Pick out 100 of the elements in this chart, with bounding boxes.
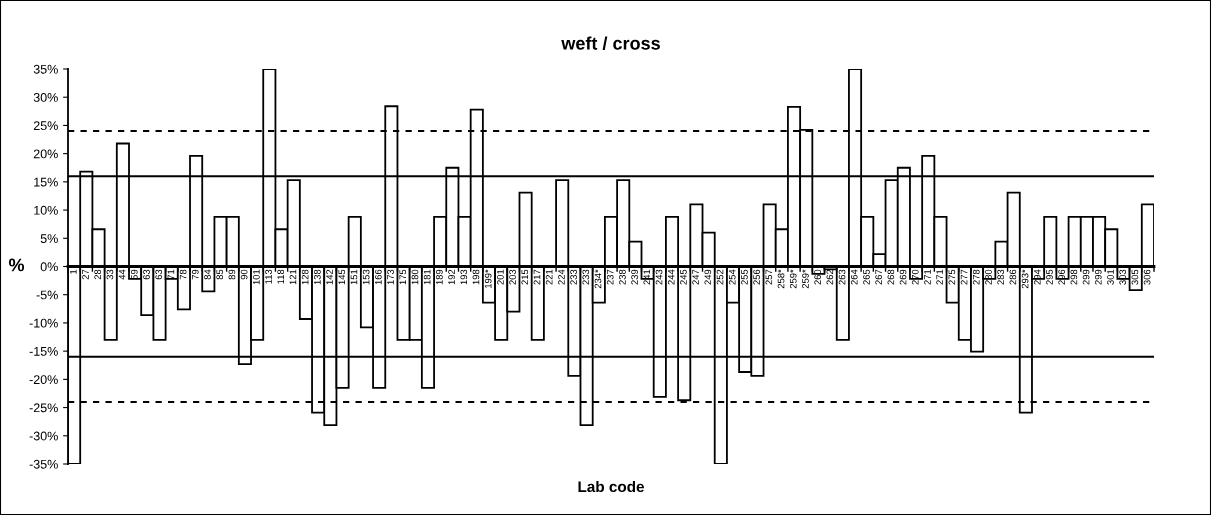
x-tick-label: 247: [692, 269, 699, 285]
x-tick-label: 283: [997, 269, 1005, 285]
x-axis-title: Lab code: [578, 480, 645, 493]
x-tick-label: 193: [460, 269, 468, 285]
x-tick-label: 145: [338, 269, 346, 285]
x-tick-label: 63: [155, 269, 163, 280]
x-tick-label: 138: [313, 269, 321, 285]
x-tick-label: 254: [728, 269, 736, 285]
x-tick-label: 78: [179, 269, 187, 280]
y-tick-label: -20%: [29, 375, 58, 385]
x-tick-label: 256: [753, 269, 760, 285]
x-tick-label: 201: [497, 269, 504, 285]
x-tick-label: 239: [631, 269, 638, 285]
x-tick-label: 180: [411, 269, 419, 285]
x-tick-label: 224: [558, 269, 565, 285]
x-tick-label: 267: [875, 269, 882, 285]
x-tick-label: 166: [375, 269, 382, 285]
x-tick-label: 173: [387, 269, 394, 285]
y-tick-label: 15%: [34, 177, 58, 187]
x-tick-label: 221: [545, 269, 553, 285]
x-tick-label: 121: [289, 269, 297, 285]
x-tick-label: 277: [960, 269, 968, 285]
x-tick-label: 233: [582, 269, 590, 285]
x-tick-label: 33: [106, 269, 114, 280]
x-tick-label: 203: [509, 269, 516, 285]
y-tick-label: -10%: [29, 318, 58, 328]
y-tick-label: -30%: [29, 431, 58, 441]
x-tick-label: 181: [423, 269, 431, 285]
y-tick-label: 0%: [40, 262, 58, 272]
x-tick-label: 101: [252, 269, 260, 285]
y-tick-label: 35%: [33, 64, 58, 74]
x-tick-label: 234*: [594, 269, 602, 289]
x-tick-label: 298: [1070, 269, 1078, 285]
x-tick-label: 243: [655, 269, 663, 285]
x-tick-label: 79: [191, 269, 199, 280]
x-tick-label: 128: [301, 269, 309, 285]
x-tick-label: 265: [863, 269, 870, 285]
x-tick-label: 264: [850, 269, 858, 285]
x-tick-label: 257: [765, 269, 773, 285]
x-tick-label: 271: [936, 269, 943, 285]
y-tick-label: -25%: [29, 403, 58, 413]
x-tick-label: 252: [716, 269, 724, 285]
x-tick-label: 189: [436, 269, 443, 285]
x-tick-label: 245: [680, 269, 687, 285]
x-tick-label: 63: [143, 269, 150, 280]
x-tick-label: 233: [570, 269, 577, 285]
y-tick-label: 20%: [33, 149, 58, 159]
x-tick-label: 244: [667, 269, 675, 285]
y-tick-label: -5%: [36, 290, 58, 300]
x-tick-label: 295: [1046, 269, 1053, 285]
y-tick-label: 30%: [33, 93, 58, 102]
x-tick-label: 255: [741, 269, 748, 285]
x-tick-label: 258*: [777, 269, 785, 289]
y-tick-label: 5%: [40, 234, 58, 243]
x-tick-label: 238: [619, 269, 626, 285]
x-tick-label: 271: [924, 269, 931, 285]
x-tick-label: 249: [704, 269, 712, 285]
x-tick-label: 28: [94, 269, 102, 280]
x-tick-label: 192: [448, 269, 455, 285]
x-tick-label: 278: [972, 269, 980, 285]
x-tick-label: 217: [533, 269, 541, 285]
x-tick-label: 198: [472, 269, 480, 285]
x-tick-label: 286: [1009, 269, 1017, 285]
x-tick-label: 71: [167, 269, 175, 280]
x-tick-label: 262: [826, 269, 834, 285]
x-tick-label: 89: [228, 269, 236, 280]
x-tick-label: 1: [70, 269, 77, 274]
x-tick-label: 142: [326, 269, 333, 285]
x-tick-label: 215: [521, 269, 529, 285]
x-tick-label: 259*: [802, 269, 809, 289]
y-tick-label: 10%: [34, 205, 58, 215]
x-tick-label: 305: [1131, 269, 1139, 285]
x-tick-label: 27: [82, 269, 89, 280]
x-tick-label: 85: [216, 269, 224, 280]
x-tick-label: 113: [265, 269, 272, 284]
x-tick-label: 199*: [484, 269, 492, 288]
x-tick-label: 151: [350, 269, 358, 285]
x-tick-label: 44: [118, 269, 126, 280]
x-tick-label: 293*: [1021, 269, 1029, 289]
x-tick-label: 237: [606, 269, 614, 285]
x-tick-label: 84: [204, 269, 211, 280]
x-tick-label: 268: [887, 269, 895, 285]
y-axis-title: %: [8, 258, 25, 272]
x-tick-label: 299: [1082, 269, 1090, 285]
x-tick-label: 153: [362, 269, 370, 285]
chart-title: weft / cross: [561, 36, 660, 50]
x-tick-label: 275: [948, 269, 956, 285]
x-tick-label: 306: [1143, 269, 1151, 285]
x-tick-label: 90: [240, 269, 248, 280]
x-tick-label: 301: [1107, 269, 1114, 285]
y-tick-label: -35%: [29, 459, 58, 469]
x-tick-label: 175: [399, 269, 407, 285]
x-tick-label: 118: [277, 269, 285, 284]
x-tick-label: 263: [838, 269, 846, 285]
y-tick-label: -15%: [29, 347, 58, 356]
x-tick-label: 269: [899, 269, 907, 285]
x-tick-label: 270: [911, 269, 919, 285]
x-tick-label: 259*: [789, 269, 797, 289]
x-tick-label: 299: [1094, 269, 1102, 285]
y-tick-label: 25%: [33, 121, 58, 131]
